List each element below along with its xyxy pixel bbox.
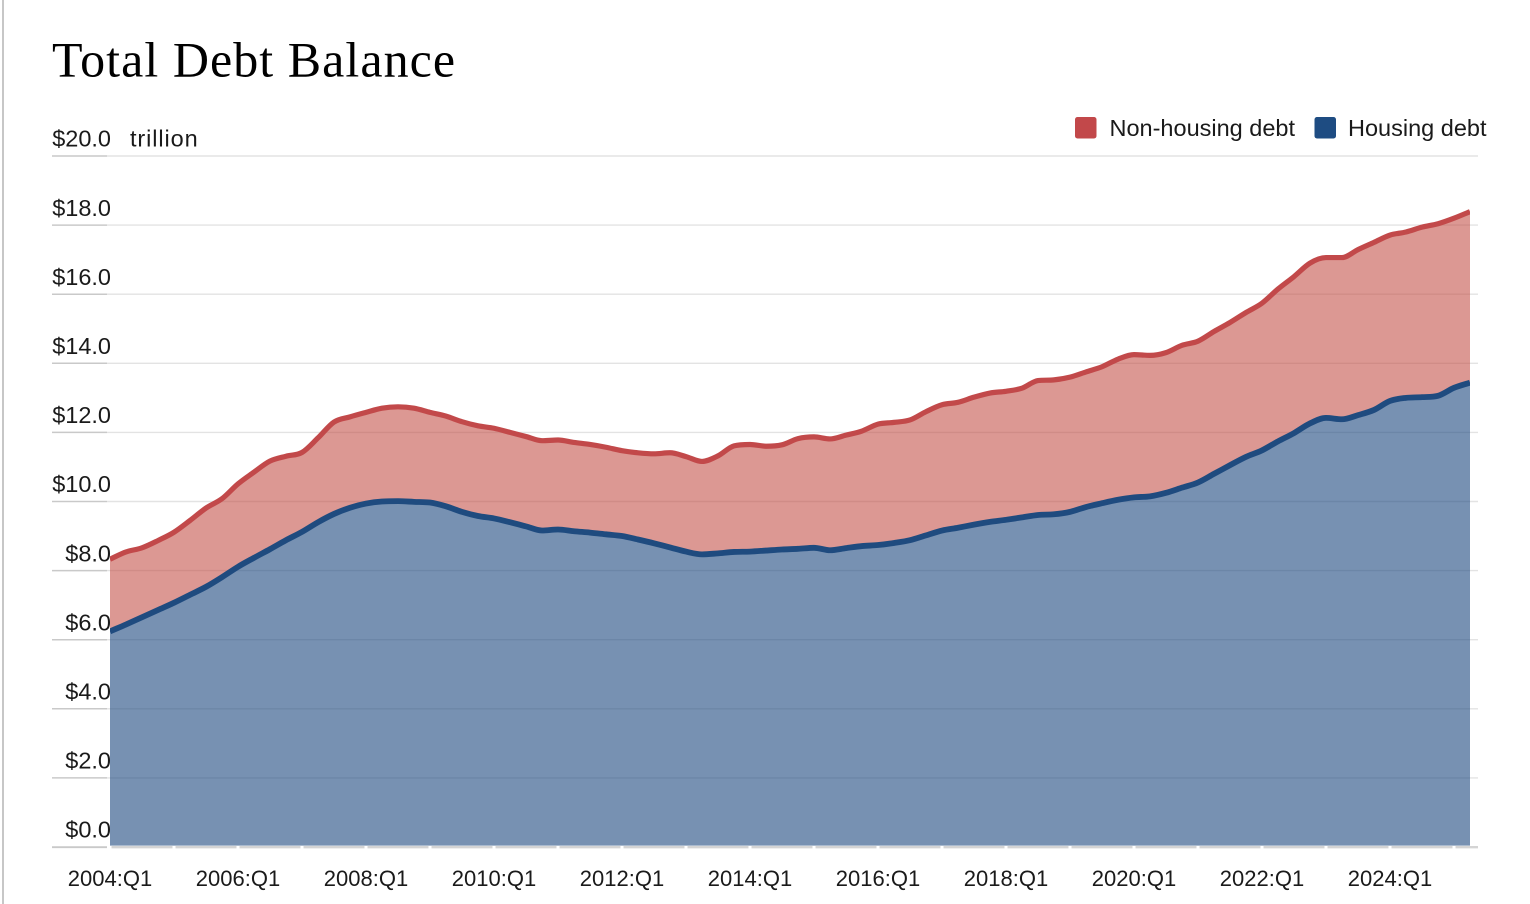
svg-text:$2.0: $2.0 <box>65 748 111 774</box>
svg-text:$18.0: $18.0 <box>52 195 111 221</box>
svg-text:$4.0: $4.0 <box>65 679 111 705</box>
svg-text:2006:Q1: 2006:Q1 <box>196 866 280 891</box>
svg-text:$16.0: $16.0 <box>52 264 111 290</box>
svg-text:2016:Q1: 2016:Q1 <box>836 866 920 891</box>
svg-text:2012:Q1: 2012:Q1 <box>580 866 664 891</box>
svg-text:$14.0: $14.0 <box>52 333 111 359</box>
svg-text:$12.0: $12.0 <box>52 402 111 428</box>
svg-text:2010:Q1: 2010:Q1 <box>452 866 536 891</box>
svg-text:2004:Q1: 2004:Q1 <box>68 866 152 891</box>
svg-text:trillion: trillion <box>130 126 199 152</box>
svg-text:$10.0: $10.0 <box>52 471 111 497</box>
svg-text:2014:Q1: 2014:Q1 <box>708 866 792 891</box>
svg-text:Non-housing debt: Non-housing debt <box>1110 115 1296 141</box>
svg-text:$6.0: $6.0 <box>65 609 111 635</box>
svg-text:2024:Q1: 2024:Q1 <box>1348 866 1432 891</box>
svg-text:$0.0: $0.0 <box>65 817 111 843</box>
svg-text:Total Debt Balance: Total Debt Balance <box>52 32 456 88</box>
svg-text:2020:Q1: 2020:Q1 <box>1092 866 1176 891</box>
svg-text:2018:Q1: 2018:Q1 <box>964 866 1048 891</box>
svg-text:$8.0: $8.0 <box>65 540 111 566</box>
svg-text:2008:Q1: 2008:Q1 <box>324 866 408 891</box>
svg-text:Housing debt: Housing debt <box>1348 115 1487 141</box>
svg-text:$20.0: $20.0 <box>52 126 111 152</box>
svg-text:2022:Q1: 2022:Q1 <box>1220 866 1304 891</box>
